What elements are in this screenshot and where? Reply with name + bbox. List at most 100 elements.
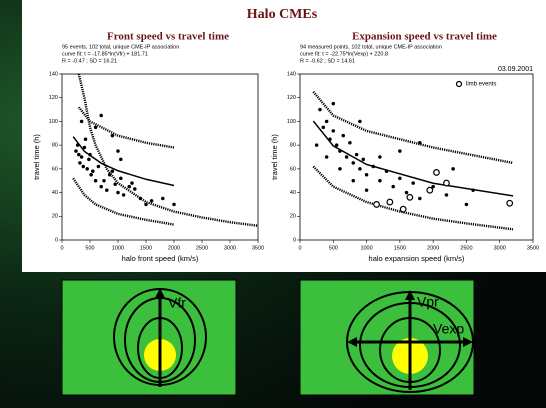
data-point	[351, 161, 356, 165]
x-tick-label: 1000	[112, 245, 124, 251]
x-axis-label: halo front speed (km/s)	[122, 254, 199, 263]
data-point	[149, 199, 154, 203]
data-point	[99, 184, 103, 189]
limb-point	[506, 199, 514, 207]
y-axis-label: travel time (h)	[32, 134, 41, 180]
x-tick-label: 1500	[394, 245, 406, 251]
data-point	[364, 172, 369, 177]
chart-title: Expansion speed vs travel time	[352, 31, 497, 43]
data-point	[93, 125, 98, 130]
data-point	[113, 182, 117, 187]
arrow-head	[463, 337, 473, 347]
data-point	[87, 157, 91, 162]
data-point	[464, 202, 469, 207]
data-point	[79, 155, 84, 159]
data-point	[431, 184, 435, 189]
data-point	[93, 178, 98, 183]
data-point	[132, 187, 137, 191]
limb-point	[399, 205, 407, 213]
data-point	[110, 169, 115, 174]
data-point	[77, 152, 81, 157]
slide-title: Halo CMEs	[247, 7, 318, 22]
data-point	[321, 125, 326, 130]
limb-point	[443, 179, 450, 187]
dotted-curve	[72, 177, 175, 226]
data-point	[81, 164, 86, 169]
y-tick-label: 20	[290, 214, 296, 220]
data-point	[324, 155, 329, 159]
dotted-curve	[312, 91, 514, 165]
data-point	[351, 178, 356, 183]
data-point	[391, 184, 396, 189]
data-point	[172, 202, 176, 207]
data-point	[91, 169, 95, 174]
y-tick-label: 80	[52, 143, 58, 149]
limb-point	[433, 169, 440, 176]
data-point	[89, 172, 93, 177]
data-point	[338, 167, 342, 171]
data-point	[160, 196, 165, 201]
data-point	[79, 119, 84, 124]
data-point	[361, 157, 366, 162]
data-point	[74, 149, 78, 153]
x-tick-label: 2000	[427, 245, 439, 251]
y-tick-label: 100	[287, 119, 296, 125]
limb-point	[406, 193, 414, 201]
x-tick-label: 3000	[494, 245, 506, 251]
data-point	[364, 188, 369, 192]
limb-point	[426, 186, 434, 194]
diagram-front: Vfr	[61, 279, 237, 396]
data-point	[398, 149, 402, 153]
fit-curve	[312, 120, 514, 197]
data-point	[119, 176, 123, 181]
x-tick-label: 2500	[460, 245, 472, 251]
data-point	[378, 155, 382, 159]
diagram-label: Vpr	[417, 294, 439, 310]
y-tick-label: 100	[49, 119, 58, 125]
y-tick-label: 60	[290, 166, 296, 172]
fit-curve	[72, 136, 175, 187]
x-tick-label: 3500	[252, 245, 264, 251]
data-point	[83, 137, 88, 142]
data-point	[96, 164, 101, 169]
arrow-head	[347, 337, 357, 347]
y-tick-label: 40	[52, 190, 58, 196]
data-point	[127, 184, 131, 189]
data-point	[119, 157, 123, 162]
y-tick-label: 20	[52, 214, 58, 220]
data-point	[344, 155, 349, 159]
chart-note: curve fit: t = -17.85*ln(Vfr) + 181.71	[62, 51, 148, 57]
data-point	[314, 143, 319, 147]
limb-point	[386, 198, 394, 206]
y-tick-label: 0	[55, 237, 58, 243]
data-point	[105, 188, 109, 192]
x-tick-label: 2500	[196, 245, 208, 251]
data-point	[334, 143, 339, 147]
data-point	[331, 129, 336, 133]
y-axis-label: travel time (h)	[270, 134, 279, 180]
diagram-label: Vexp	[433, 321, 464, 337]
data-point	[78, 161, 82, 165]
data-point	[348, 140, 352, 145]
diagram-box	[61, 279, 237, 396]
legend-marker	[455, 80, 463, 88]
y-tick-label: 140	[49, 71, 58, 77]
y-tick-label: 80	[290, 143, 296, 149]
data-point	[354, 152, 359, 157]
data-point	[358, 167, 362, 171]
chart-note: 95 events, 102 total, unique CME-IP asso…	[62, 44, 179, 50]
data-point	[404, 190, 409, 195]
y-tick-label: 120	[49, 95, 58, 101]
chart-note: 94 measured points, 102 total, unique CM…	[300, 44, 442, 50]
data-point	[116, 190, 120, 195]
chart-note: R = -0.47 ; SD = 16.21	[62, 58, 117, 64]
arrow-head	[405, 290, 415, 300]
white-panel	[22, 0, 546, 272]
y-tick-label: 120	[287, 95, 296, 101]
chart-note: R = -0.62 ; SD = 14.61	[300, 58, 355, 64]
data-point	[411, 181, 415, 185]
x-tick-label: 1500	[140, 245, 152, 251]
y-tick-label: 40	[290, 190, 296, 196]
data-point	[130, 181, 134, 185]
